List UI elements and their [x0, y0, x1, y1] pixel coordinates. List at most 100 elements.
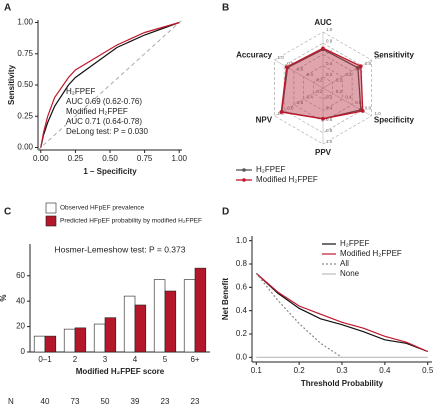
n-value: 23: [191, 397, 200, 406]
x-tick-label: 1.00: [171, 154, 187, 163]
bar: [93, 323, 106, 353]
legend-label: H₂FPEF: [340, 239, 369, 248]
r-tick-label: 0.2: [336, 89, 343, 94]
r-tick-label: 1.0: [278, 55, 285, 60]
panel-label: B: [222, 3, 229, 14]
series-point: [356, 66, 360, 70]
spoke: [322, 59, 372, 89]
y-axis-label: %: [0, 294, 8, 301]
series-line: [255, 272, 428, 353]
n-value: 39: [131, 397, 140, 406]
series-note: AUC 0.71 (0.64-0.78): [66, 117, 142, 126]
r-tick-label: 0.4: [326, 106, 333, 111]
y-tick-label: 40: [16, 296, 25, 305]
x-tick-label: 2: [73, 355, 78, 364]
bar: [74, 327, 87, 353]
x-tick-label: 5: [163, 355, 168, 364]
y-tick-label: 20: [16, 322, 25, 331]
bar: [194, 267, 207, 353]
bar: [123, 295, 136, 353]
axis-label: Accuracy: [236, 51, 273, 60]
y-tick-label: 0.4: [236, 306, 248, 315]
bar: [104, 317, 117, 353]
r-tick-label: 0.6: [326, 117, 333, 122]
series-line: [40, 21, 180, 148]
r-tick-label: 0.2: [336, 78, 343, 83]
axis-label: Specificity: [374, 116, 415, 125]
x-axis-label: Modified H₂FPEF score: [76, 367, 165, 376]
r-tick-label: 0.8: [365, 61, 372, 66]
series-point: [360, 109, 365, 113]
r-tick-label: 0.8: [287, 106, 294, 111]
x-tick-label: 0.75: [137, 154, 153, 163]
spoke: [274, 59, 324, 89]
r-tick-label: 0.4: [326, 61, 333, 66]
x-tick-label: 0–1: [38, 355, 52, 364]
y-tick-label: 60: [16, 271, 25, 280]
r-tick-label: 0.4: [307, 72, 314, 77]
y-tick-label: 0: [21, 347, 26, 356]
series-point: [321, 46, 325, 51]
y-tick-label: 1.0: [236, 236, 248, 245]
legend-label: Observed HFpEF prevalence: [60, 205, 145, 212]
r-tick-label: 0.2: [316, 78, 323, 83]
bar: [33, 335, 46, 353]
axis-label: PPV: [315, 148, 332, 157]
y-tick-label: 0.00: [17, 143, 33, 152]
n-value: 40: [41, 397, 50, 406]
legend-label: All: [340, 259, 349, 268]
axis-label: AUC: [314, 18, 332, 27]
r-tick-label: 0.8: [326, 128, 333, 133]
series-point: [359, 64, 363, 68]
x-tick-label: 0.00: [33, 154, 49, 163]
r-tick-label: 0.8: [287, 61, 294, 66]
y-tick-label: 0.25: [17, 111, 33, 120]
series-line: [40, 21, 180, 148]
legend-swatch: [45, 202, 57, 214]
legend-label: H₂FPEF: [256, 165, 285, 174]
x-tick-label: 0.5: [422, 366, 434, 375]
annotation: Hosmer-Lemeshow test: P = 0.373: [55, 244, 186, 254]
y-axis-label: Sensitivity: [7, 64, 16, 105]
series-point: [321, 117, 325, 121]
r-tick-label: 1.0: [374, 111, 381, 116]
x-axis-label: 1 – Specificity: [83, 167, 137, 176]
r-tick-label: 0.2: [316, 89, 323, 94]
x-axis-label: Threshold Probability: [301, 379, 384, 388]
legend-label: Modified H₂FPEF: [340, 249, 402, 258]
x-tick-label: 0.1: [251, 366, 263, 375]
r-tick-label: 0.6: [355, 100, 362, 105]
r-tick-label: 1.0: [326, 139, 333, 144]
axis-label: NPV: [256, 116, 273, 125]
axis-label: Sensitivity: [374, 51, 415, 60]
panel-label: C: [4, 207, 11, 218]
x-tick-label: 0.50: [102, 154, 118, 163]
y-tick-label: 1.00: [17, 18, 33, 27]
y-tick-label: 0.6: [236, 282, 248, 291]
y-tick-label: 0.50: [17, 80, 33, 89]
panel-label: D: [222, 207, 229, 218]
x-tick-label: 0.3: [336, 366, 348, 375]
y-tick-label: 0.75: [17, 49, 33, 58]
annotation: DeLong test: P = 0.030: [66, 127, 148, 136]
n-value: 50: [101, 397, 110, 406]
legend-label: None: [340, 269, 360, 278]
series-point: [284, 65, 289, 69]
x-tick-label: 4: [133, 355, 138, 364]
legend-label: H₂FPEF: [66, 87, 95, 96]
series-line: [255, 272, 428, 353]
r-tick-label: 0.8: [326, 38, 333, 43]
y-tick-label: 0.8: [236, 259, 248, 268]
r-tick-label: 0.2: [326, 72, 333, 77]
bar: [153, 279, 166, 353]
y-tick-label: 0.2: [236, 329, 248, 338]
x-tick-label: 0.2: [294, 366, 306, 375]
r-tick-label: 0.6: [297, 66, 304, 71]
legend-label: Predicted HFpEF probability by modified …: [60, 218, 202, 225]
bar: [134, 304, 147, 353]
r-tick-label: 0.6: [297, 100, 304, 105]
r-tick-label: 0.4: [307, 94, 314, 99]
bar: [63, 328, 76, 353]
y-axis-label: Net Benefit: [221, 278, 230, 321]
